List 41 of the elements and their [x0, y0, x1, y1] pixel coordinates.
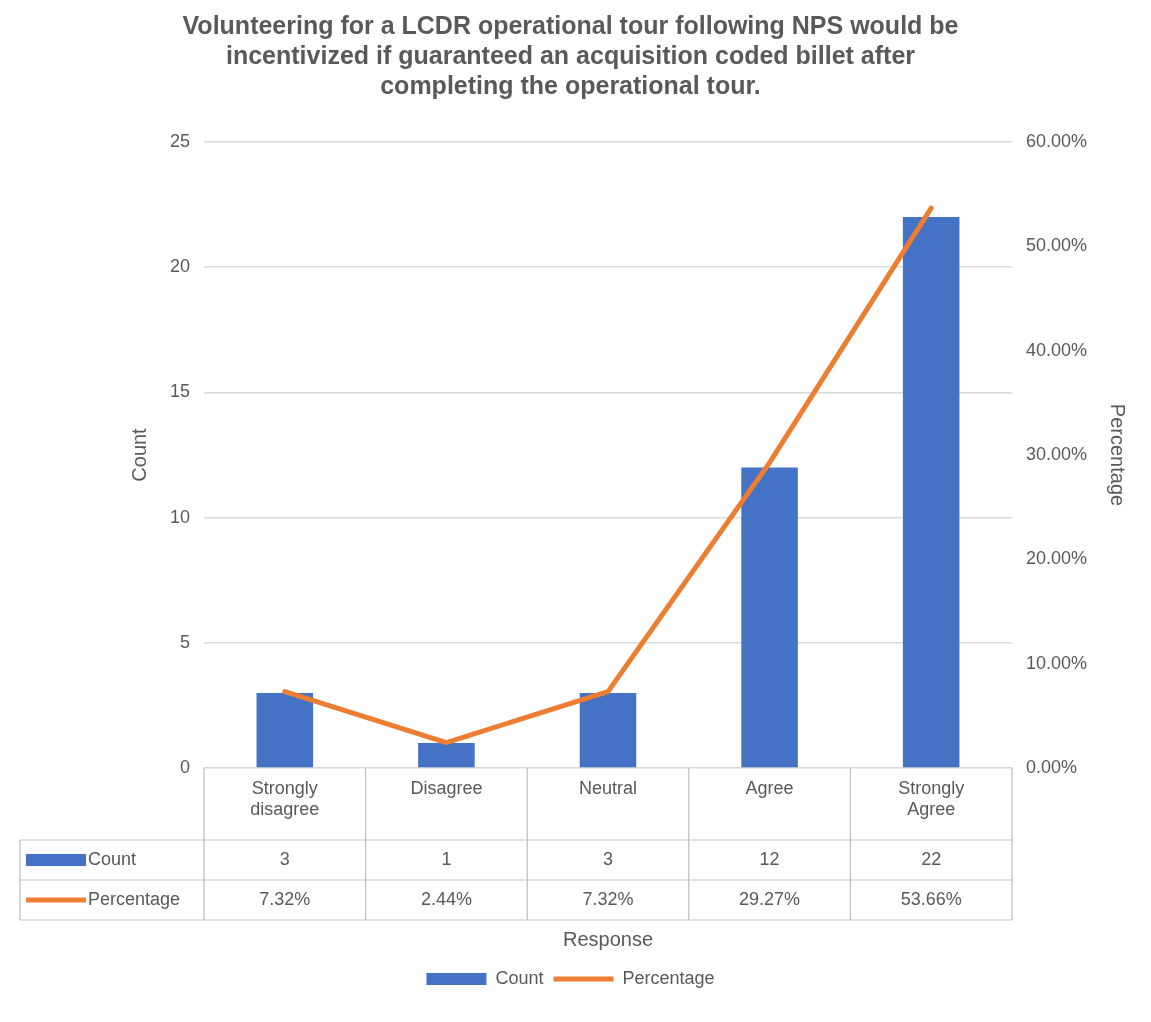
y2-tick-label: 30.00%: [1025, 443, 1088, 464]
chart-title: Volunteering for a LCDR operational tour following NPS would be incentivized if guaranteed an acquisition coded billet after completing the operational tour.: [182, 10, 959, 99]
data-label: 12: [759, 848, 780, 869]
x-tick-label: Strongly disagree: [250, 777, 320, 820]
y2-axis-title: Percentage: [1107, 403, 1130, 507]
data-label: 1: [441, 848, 452, 869]
x-tick-label: Strongly Agree: [898, 777, 965, 820]
data-label: 29.27%: [739, 888, 801, 909]
data-label: 3: [279, 848, 290, 869]
data-label: 3: [602, 848, 613, 869]
x-tick-label: Agree: [745, 777, 794, 798]
y-tick-label: 10: [169, 506, 191, 527]
legend-label: Percentage: [88, 888, 181, 909]
y2-tick-label: 50.00%: [1025, 235, 1088, 256]
data-label: 7.32%: [582, 888, 634, 909]
y-tick-label: 0: [180, 756, 191, 777]
bar: [579, 692, 637, 768]
y2-tick-label: 40.00%: [1025, 339, 1088, 360]
y2-tick-label: 20.00%: [1025, 548, 1088, 569]
y-tick-label: 15: [169, 381, 191, 402]
text: Response: [562, 927, 654, 950]
data-label: 7.32%: [259, 888, 311, 909]
bar: [741, 467, 798, 768]
x-tick-label: Neutral: [578, 777, 637, 798]
y-tick-label: 20: [169, 256, 191, 277]
data-label: 22: [921, 848, 942, 869]
bar: [418, 742, 475, 768]
bar: [902, 217, 960, 768]
text: Count: [495, 967, 544, 988]
bar: [256, 692, 314, 768]
y2-tick-label: 60.00%: [1025, 130, 1088, 151]
y-tick-label: 5: [180, 631, 191, 652]
y-axis-title: Count: [127, 427, 150, 482]
y2-tick-label: 10.00%: [1025, 652, 1088, 673]
x-tick-label: Disagree: [410, 777, 483, 798]
y2-tick-label: 0.00%: [1025, 756, 1077, 777]
data-label: 53.66%: [900, 888, 962, 909]
legend-label: Count: [88, 848, 137, 869]
y-tick-label: 25: [169, 130, 191, 151]
data-label: 2.44%: [420, 888, 472, 909]
text: Percentage: [622, 967, 715, 988]
